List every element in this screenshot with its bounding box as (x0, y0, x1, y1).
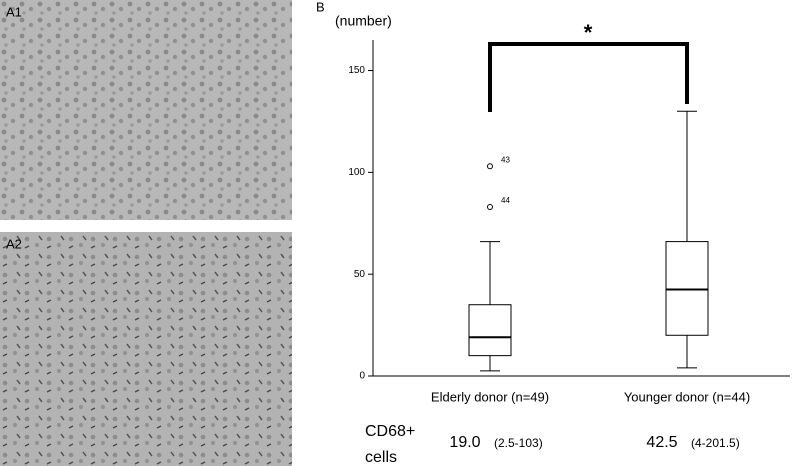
outlier (487, 163, 493, 170)
outlier-label: 44 (501, 196, 510, 205)
summary-range: (2.5-103) (494, 436, 543, 450)
y-tick-label: 50 (354, 269, 366, 280)
x-tick-label: Elderly donor (n=49) (431, 389, 549, 404)
panel-label: A2 (6, 236, 22, 251)
summary-median: 42.5 (646, 434, 677, 451)
summary-label: cells (365, 449, 397, 466)
y-axis-label: (number) (335, 13, 392, 29)
annotation: * (584, 20, 593, 45)
x-tick-label: Younger donor (n=44) (624, 389, 750, 404)
micrograph (0, 0, 292, 220)
summary-median: 19.0 (449, 434, 480, 451)
micrograph (0, 232, 292, 466)
outlier-label: 43 (501, 155, 510, 164)
y-tick-label: 100 (348, 167, 365, 178)
box (665, 241, 709, 336)
outlier (487, 203, 493, 210)
panel-label: B (316, 0, 325, 14)
box (468, 304, 512, 357)
summary-range: (4-201.5) (691, 436, 740, 450)
significance-bracket (488, 42, 689, 112)
y-tick-label: 0 (359, 371, 365, 382)
y-tick-label: 150 (348, 65, 365, 76)
summary-label: CD68+ (365, 423, 415, 440)
panel-label: A1 (6, 4, 22, 19)
